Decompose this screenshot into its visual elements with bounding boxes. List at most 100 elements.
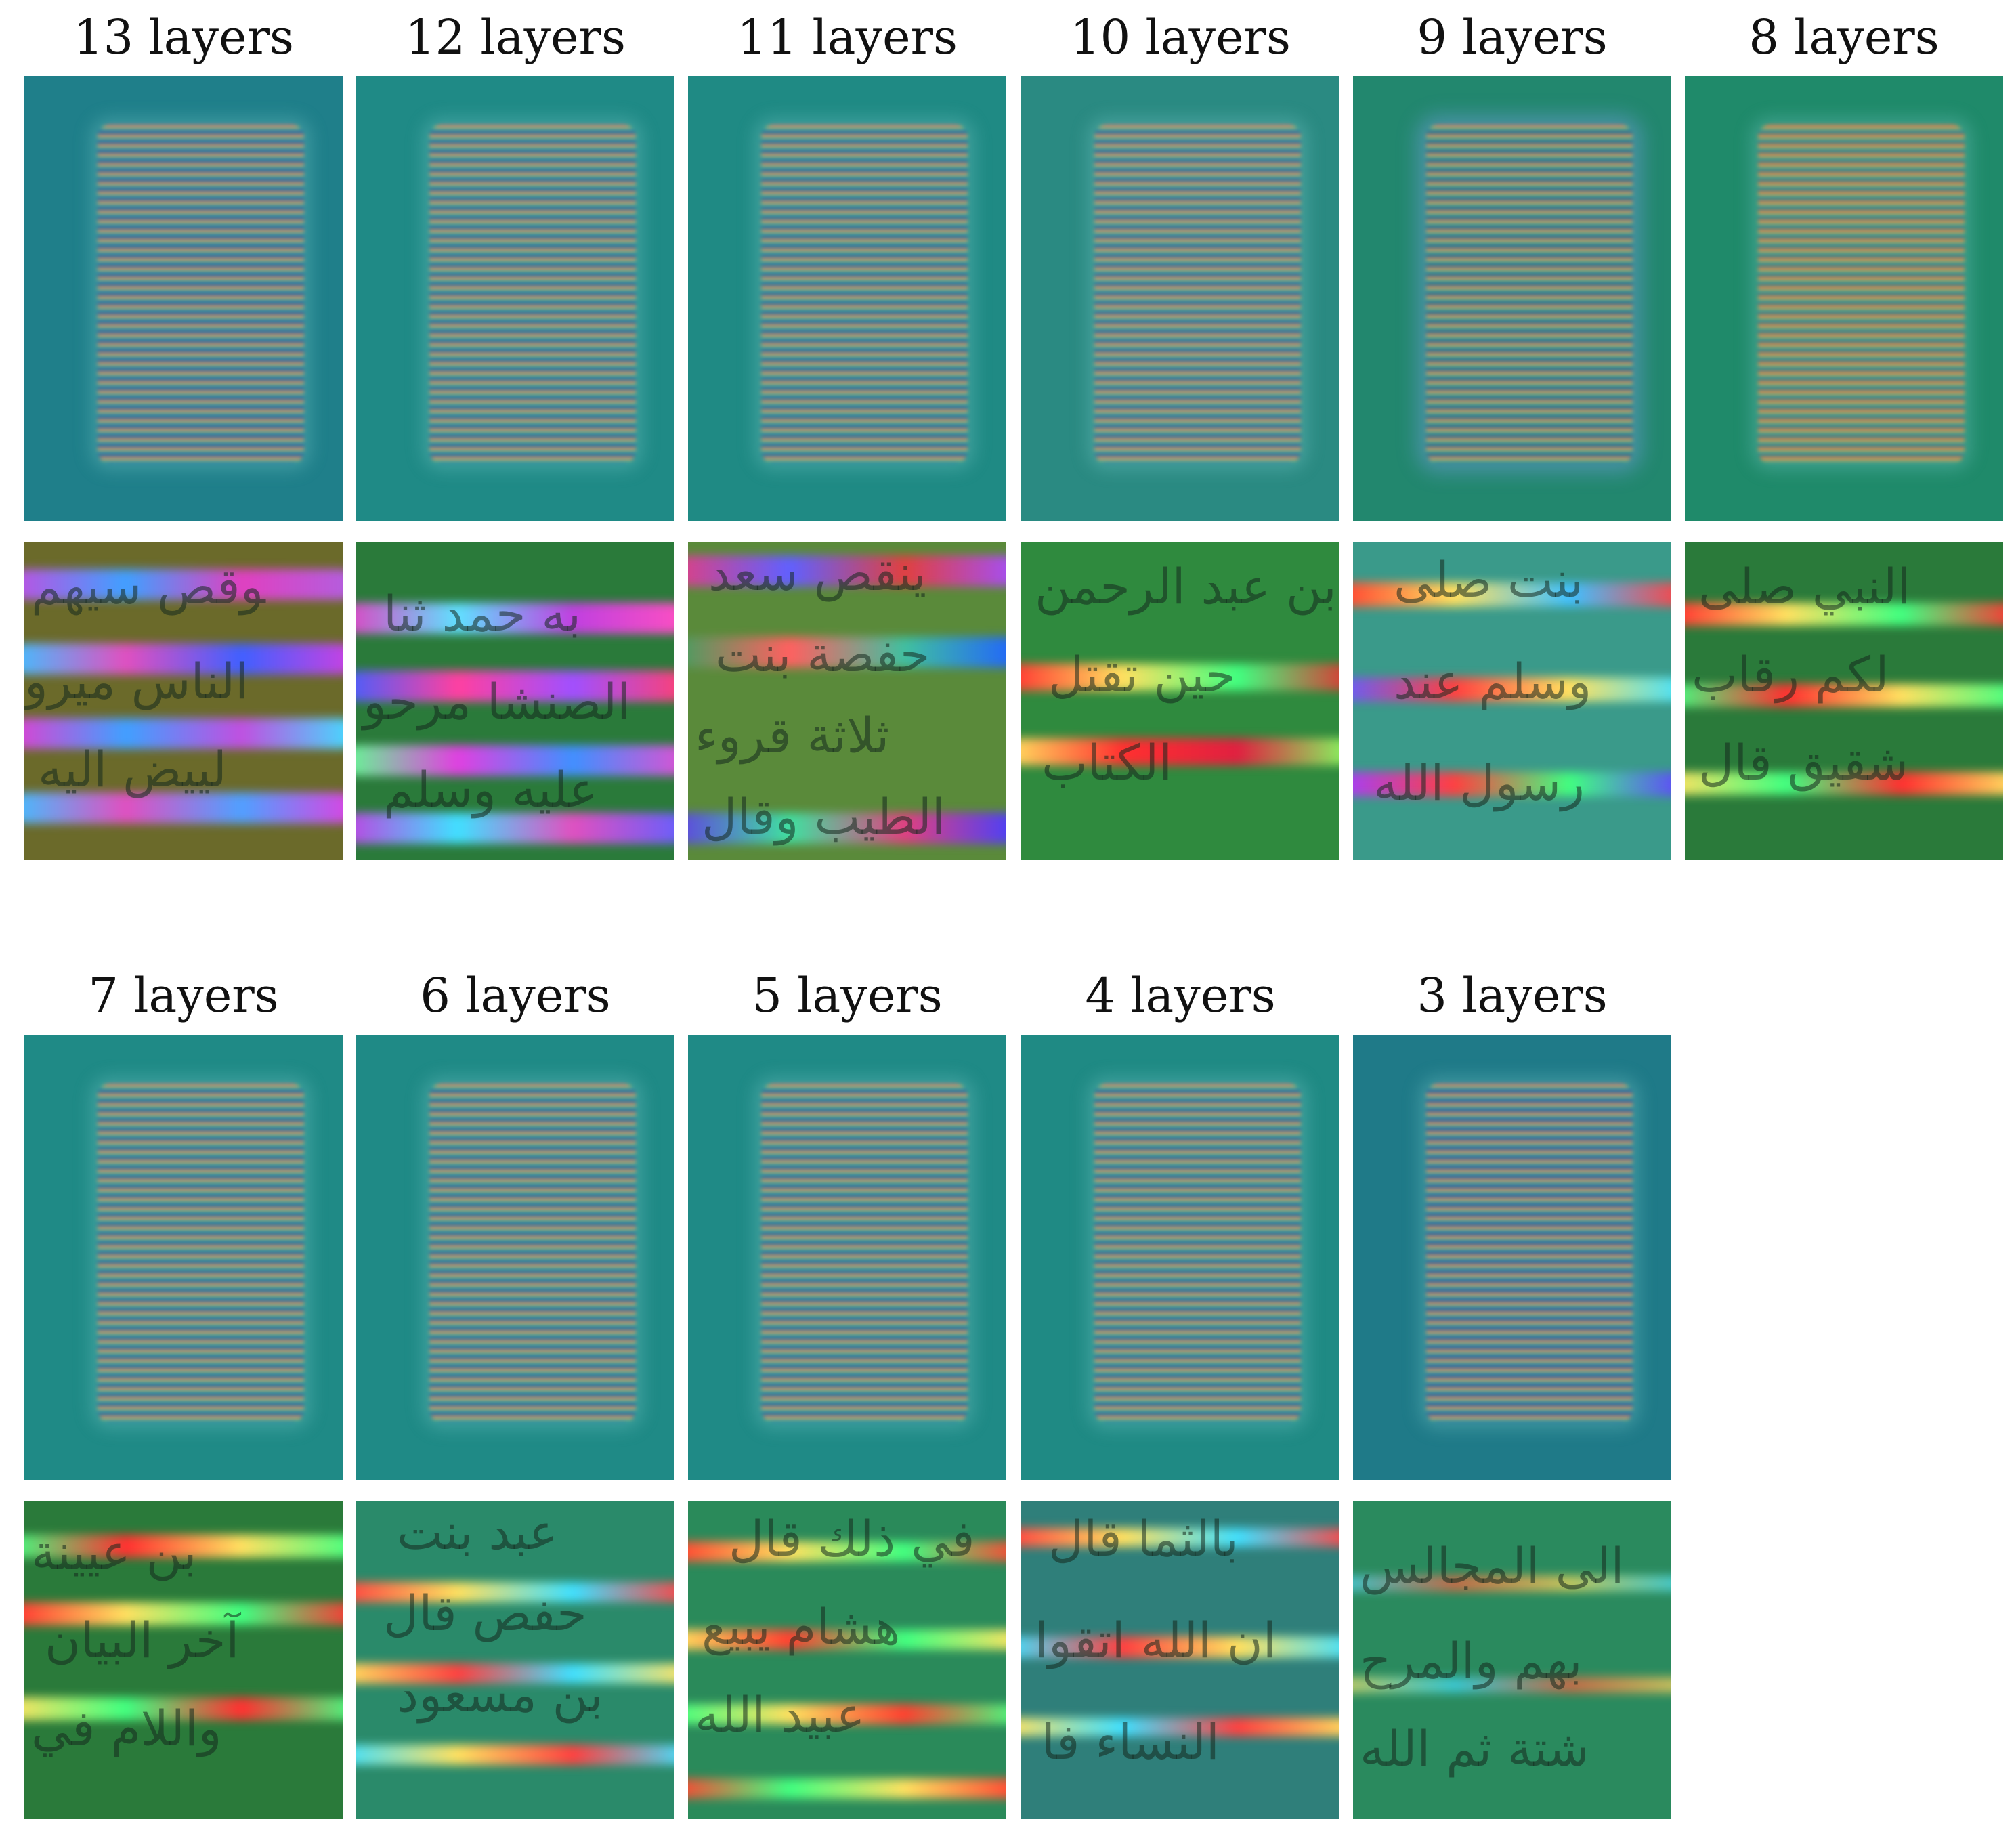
activation-band	[356, 1745, 674, 1765]
page-heatmap	[1021, 1035, 1339, 1480]
activation-band	[1021, 1718, 1339, 1736]
zoomed-heatmap: ﺑﻨﺖ ﺻﻠﻰ ﻭﺳﻠﻢ ﻋﻨﺪ ﺭﺳﻮﻝ ﺍﻟﻠﻪ	[1353, 542, 1671, 860]
activation-band	[1353, 582, 1671, 607]
text-block-activation	[1094, 125, 1301, 463]
activation-band	[356, 813, 674, 844]
script-texture: ﺍﻥ ﺍﻟﻠﻪ ﺍﺗﻘﻮﺍ	[1035, 1612, 1277, 1669]
script-texture: ﻋﺒﻴﺪ ﺍﻟﻠﻪ	[695, 1686, 865, 1743]
activation-band	[688, 813, 1006, 844]
column-title: 9 layers	[1417, 9, 1608, 65]
activation-band	[356, 603, 674, 634]
activation-band	[688, 1704, 1006, 1724]
activation-band	[24, 1535, 343, 1558]
activation-band	[688, 555, 1006, 587]
text-block-activation	[1094, 1084, 1301, 1422]
activation-band	[688, 637, 1006, 668]
script-texture: ﺷﻘﻴﻖ ﻗﺎﻝ	[1698, 734, 1909, 791]
script-texture: ﻓﻲ ﺫﻟﻚ ﻗﺎﻝ	[729, 1510, 975, 1567]
page-heatmap	[688, 1035, 1006, 1480]
zoomed-heatmap: ﺑﻪ ﺣﻤﺪ ﺛﻨﺎ ﺍﻟﺼﻨﺸﺎ ﻣﺮﺣﻮ ﻋﻠﻴﻪ ﻭﺳﻠﻢ	[356, 542, 674, 860]
page-heatmap	[1021, 76, 1339, 521]
text-block-activation	[761, 1084, 968, 1422]
activation-band	[1685, 603, 2003, 626]
zoomed-heatmap: ﺍﻟﻰ ﺍﻟﻤﺠﺎﻟﺲ ﺑﻬﻢ ﻭﺍﻟﻤﺮﺡ ﺷﺘﺔ ﺛﻢ ﺍﻟﻠﻪ	[1353, 1501, 1671, 1819]
activation-band	[24, 792, 343, 824]
text-block-activation	[1426, 125, 1633, 463]
script-texture: ﻭﺳﻠﻢ ﻋﻨﺪ	[1394, 653, 1592, 710]
script-texture: ﺷﺘﺔ ﺛﻢ ﺍﻟﻠﻪ	[1360, 1720, 1589, 1777]
activation-band	[24, 1697, 343, 1720]
text-block-activation	[761, 125, 968, 463]
activation-band	[1685, 772, 2003, 795]
column-title: 12 layers	[405, 9, 626, 65]
text-block-activation	[1758, 125, 1965, 463]
text-block-activation	[429, 1084, 636, 1422]
zoomed-heatmap: ﻳﻨﻘﺺ ﺳﻌﺪ ﺣﻔﺼﺔ ﺑﻨﺖ ﺛﻼﺛﺔ ﻗﺮﻭﺀ ﺍﻟﻄﻴﺐ ﻭﻗﺎﻝ	[688, 542, 1006, 860]
page-heatmap	[356, 1035, 674, 1480]
script-texture: ﻟﻴﻴﺾ ﺍﻟﻴﻪ	[38, 741, 227, 798]
script-texture: ﺑﺎﻟﺜﻤﺎ ﻗﺎﻝ	[1048, 1510, 1239, 1567]
page-heatmap	[1353, 1035, 1671, 1480]
column-title: 11 layers	[737, 9, 958, 65]
script-texture: ﺍﻟﻄﻴﺐ ﻭﻗﺎﻝ	[702, 788, 945, 845]
script-texture: ﻳﻨﻘﺺ ﺳﻌﺪ	[708, 545, 927, 601]
zoomed-heatmap: ﻓﻲ ﺫﻟﻚ ﻗﺎﻝ ﻫﺸﺎﻡ ﻳﺒﻴﻊ ﻋﺒﻴﺪ ﺍﻟﻠﻪ	[688, 1501, 1006, 1819]
page-heatmap	[688, 76, 1006, 521]
script-texture: ﺍﻟﻜﺘﺎﺏ	[1042, 734, 1173, 791]
activation-band	[356, 670, 674, 702]
text-block-activation	[98, 1084, 304, 1422]
activation-band	[1021, 738, 1339, 765]
activation-band	[688, 1778, 1006, 1799]
script-texture: ﺁﺧﺮ ﺍﻟﺒﻴﺎﻥ	[45, 1612, 240, 1669]
column-title: 4 layers	[1085, 968, 1276, 1023]
zoomed-heatmap: ﻮﻗﺺ ﺳﻴﻬﻢ ﺍﻟﻨﺎﺱ ﻣﻴﺮﻭ ﻟﻴﻴﺾ ﺍﻟﻴﻪ	[24, 542, 343, 860]
script-texture: ﺣﻔﺺ ﻗﺎﻝ	[383, 1585, 587, 1642]
activation-band	[1021, 1636, 1339, 1658]
script-texture: ﺛﻼﺛﺔ ﻗﺮﻭﺀ	[695, 707, 890, 764]
script-texture: ﺑﻬﻢ ﻭﺍﻟﻤﺮﺡ	[1360, 1632, 1583, 1689]
page-heatmap	[356, 76, 674, 521]
script-texture: ﺑﻪ ﺣﻤﺪ ﺛﻨﺎ	[383, 585, 582, 642]
zoomed-heatmap: ﺍﻟﻨﺒﻲ ﺻﻠﻰ ﻟﻜﻢ ﺭﻗﺎﺏ ﺷﻘﻴﻖ ﻗﺎﻝ	[1685, 542, 2003, 860]
script-texture: ﺑﻨﺖ ﺻﻠﻰ	[1394, 551, 1584, 608]
script-texture: ﺍﻟﺼﻨﺸﺎ ﻣﺮﺣﻮ	[363, 673, 631, 730]
script-texture: ﺍﻟﻨﺴﺎﺀ ﻓﺎ	[1042, 1713, 1220, 1770]
column-title: 5 layers	[752, 968, 943, 1023]
text-block-activation	[429, 125, 636, 463]
script-texture: ﺑﻦ ﻣﺴﻌﻮﺩ	[397, 1666, 603, 1723]
page-heatmap	[1685, 76, 2003, 521]
script-texture: ﻋﻠﻴﻪ ﻭﺳﻠﻢ	[383, 761, 598, 818]
script-texture: ﺣﻔﺼﺔ ﺑﻨﺖ	[715, 626, 930, 683]
activation-band	[1353, 1677, 1671, 1693]
script-texture: ﻋﺒﺪ ﺑﻨﺖ	[397, 1504, 558, 1560]
script-texture: ﺑﻦ ﻋﺒﺪ ﺍﻟﺮﺣﻤﻦ	[1035, 558, 1337, 615]
activation-band	[1021, 664, 1339, 691]
page-heatmap	[1353, 76, 1671, 521]
script-texture: ﺍﻟﻨﺎﺱ ﻣﻴﺮﻭ	[24, 653, 249, 710]
zoomed-heatmap: ﺑﺎﻟﺜﻤﺎ ﻗﺎﻝ ﺍﻥ ﺍﻟﻠﻪ ﺍﺗﻘﻮﺍ ﺍﻟﻨﺴﺎﺀ ﻓﺎ	[1021, 1501, 1339, 1819]
page-heatmap	[24, 76, 343, 521]
activation-band	[1353, 772, 1671, 796]
page-heatmap	[24, 1035, 343, 1480]
script-texture: ﺑﻦ ﻋﻴﻴﻨﺔ	[31, 1524, 197, 1581]
activation-band	[1021, 1528, 1339, 1547]
zoomed-heatmap: ﺑﻦ ﻋﻴﻴﻨﺔ ﺁﺧﺮ ﺍﻟﺒﻴﺎﻥ ﻭﺍﻟﻼﻡ ﻓﻲ	[24, 1501, 343, 1819]
activation-band	[688, 1629, 1006, 1650]
script-texture: ﺍﻟﻨﺒﻲ ﺻﻠﻰ	[1698, 558, 1911, 615]
zoomed-heatmap: ﺑﻦ ﻋﺒﺪ ﺍﻟﺮﺣﻤﻦ ﺣﻴﻦ ﺗﻘﺘﻞ ﺍﻟﻜﺘﺎﺏ	[1021, 542, 1339, 860]
script-texture: ﻟﻜﻢ ﺭﻗﺎﺏ	[1692, 646, 1889, 703]
script-texture: ﺭﺳﻮﻝ ﺍﻟﻠﻪ	[1373, 754, 1585, 811]
activation-band	[24, 718, 343, 749]
activation-band	[356, 745, 674, 776]
column-title: 7 layers	[88, 968, 279, 1023]
script-texture: ﻮﻗﺺ ﺳﻴﻬﻢ	[31, 558, 265, 615]
text-block-activation	[1426, 1084, 1633, 1422]
activation-band	[1353, 1575, 1671, 1592]
activation-band	[356, 1582, 674, 1602]
column-title: 6 layers	[420, 968, 611, 1023]
activation-band	[1353, 677, 1671, 702]
activation-band	[688, 1541, 1006, 1562]
column-title: 8 layers	[1749, 9, 1939, 65]
column-title: 3 layers	[1417, 968, 1608, 1023]
activation-band	[356, 1663, 674, 1684]
